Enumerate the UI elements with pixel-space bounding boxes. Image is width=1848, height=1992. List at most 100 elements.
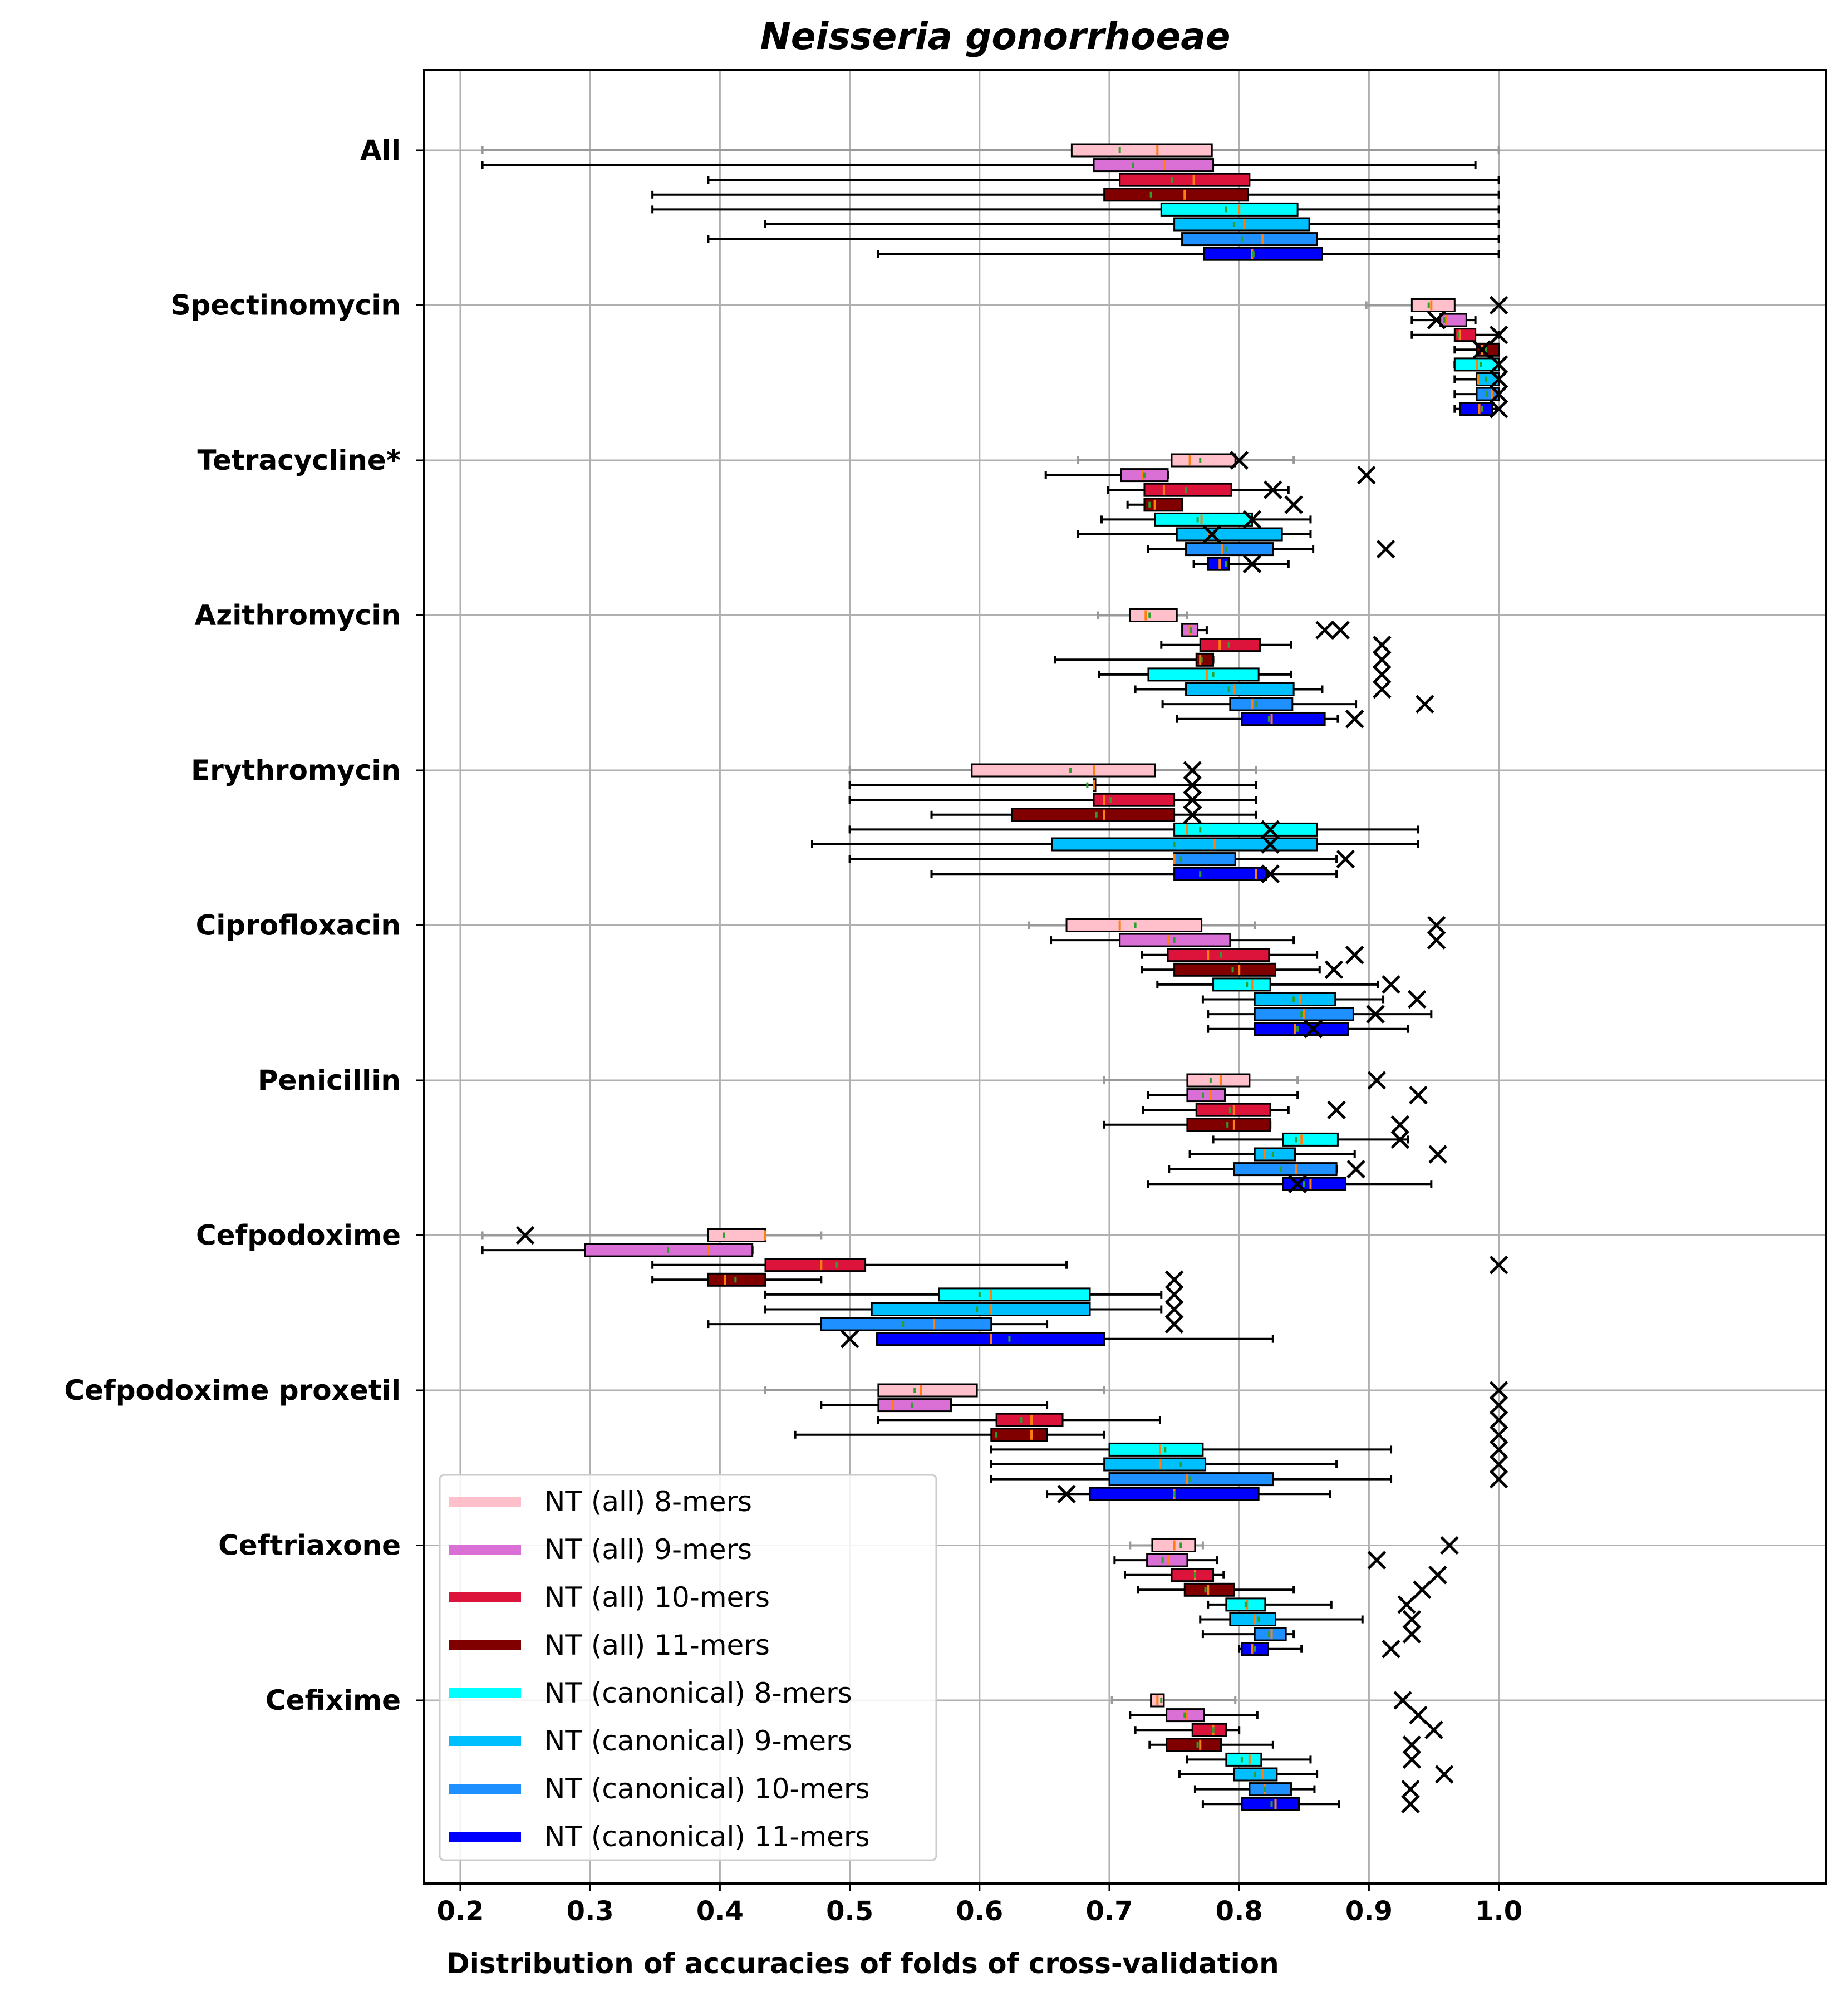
outlier-marker <box>1489 355 1508 374</box>
outlier-marker <box>1382 1639 1400 1659</box>
outlier-stroke <box>1402 1610 1422 1629</box>
box-1 <box>1103 1071 1387 1090</box>
outlier-stroke <box>1489 355 1508 374</box>
iqr-box <box>1171 1568 1215 1582</box>
outlier-stroke <box>1372 650 1392 670</box>
outlier-marker <box>1489 1255 1508 1275</box>
box-2 <box>820 1395 1508 1415</box>
iqr-box <box>1186 1118 1271 1132</box>
outlier-stroke <box>1489 1469 1508 1489</box>
outlier-stroke <box>515 1226 535 1245</box>
outlier-stroke <box>1164 1270 1184 1290</box>
outlier-marker <box>1366 1005 1385 1024</box>
box-2 <box>1050 931 1446 950</box>
iqr-box <box>1249 1782 1292 1797</box>
iqr-box <box>1173 962 1276 977</box>
outlier-stroke <box>1489 325 1508 345</box>
box-6 <box>764 1300 1184 1319</box>
legend-label: NT (all) 8-mers <box>544 1486 752 1518</box>
iqr-box <box>1254 1022 1349 1036</box>
iqr-box <box>1129 608 1178 622</box>
outlier-stroke <box>1401 1794 1420 1813</box>
outlier-stroke <box>840 1329 859 1349</box>
outlier-marker <box>1183 761 1202 780</box>
box-3 <box>1107 480 1290 499</box>
box-1 <box>481 143 1500 158</box>
box-3 <box>1141 945 1364 965</box>
iqr-box <box>1195 652 1215 667</box>
outlier-stroke <box>1428 1565 1447 1585</box>
box-4 <box>1453 340 1500 360</box>
iqr-box <box>1225 1752 1262 1767</box>
x-tick-label: 0.6 <box>956 1896 1003 1927</box>
outlier-stroke <box>1315 621 1334 640</box>
outlier-stroke <box>1402 1735 1422 1754</box>
box-1 <box>1097 608 1188 622</box>
outlier-stroke <box>1242 554 1262 573</box>
outlier-marker <box>1427 931 1446 950</box>
outlier-stroke <box>1183 761 1202 780</box>
outlier-stroke <box>1393 1691 1412 1710</box>
iqr-box <box>1254 1627 1287 1641</box>
outlier-stroke <box>1489 385 1508 404</box>
outlier-marker <box>1367 1551 1387 1570</box>
box-4 <box>651 188 1500 202</box>
outlier-marker <box>1489 1381 1508 1400</box>
outlier-marker <box>1409 1705 1428 1725</box>
box-3 <box>707 173 1500 187</box>
outlier-stroke <box>1401 1779 1420 1799</box>
legend-item: NT (canonical) 11-mers <box>449 1821 870 1853</box>
outlier-stroke <box>1261 864 1280 883</box>
outlier-marker <box>1164 1270 1184 1290</box>
y-tick-label: Azithromycin <box>194 599 401 632</box>
outlier-marker <box>1183 775 1202 795</box>
outlier-marker <box>1489 385 1508 404</box>
outlier-marker <box>1372 680 1392 699</box>
box-7 <box>1201 1625 1422 1644</box>
outlier-stroke <box>1164 1285 1184 1304</box>
box-5 <box>1098 665 1392 684</box>
outlier-marker <box>1242 510 1262 529</box>
outlier-stroke <box>1367 1071 1387 1090</box>
outlier-marker <box>1304 1019 1323 1039</box>
box-1 <box>1365 296 1508 315</box>
iqr-box <box>1191 1723 1227 1737</box>
box-3 <box>1134 1720 1443 1739</box>
box-2 <box>1181 621 1350 640</box>
outlier-marker <box>1164 1285 1184 1304</box>
outlier-stroke <box>1489 296 1508 315</box>
legend-label: NT (canonical) 9-mers <box>544 1725 852 1757</box>
box-6 <box>1178 1765 1454 1784</box>
iqr-box <box>1254 992 1336 1006</box>
outlier-marker <box>1183 790 1202 809</box>
outlier-stroke <box>1489 1425 1508 1444</box>
iqr-box <box>1282 1132 1339 1147</box>
outlier-marker <box>1183 805 1202 824</box>
box-1 <box>1028 916 1446 935</box>
outlier-stroke <box>1202 525 1221 544</box>
box-5 <box>1212 1130 1410 1149</box>
iqr-box <box>1229 1612 1276 1626</box>
outlier-marker <box>1264 480 1282 499</box>
outlier-stroke <box>1415 695 1434 714</box>
outlier-stroke <box>1183 805 1202 824</box>
outlier-stroke <box>1402 1625 1422 1644</box>
iqr-box <box>1233 1162 1338 1177</box>
iqr-box <box>1119 173 1251 187</box>
box-2 <box>1044 465 1376 485</box>
box-4 <box>930 805 1257 824</box>
legend-label: NT (all) 10-mers <box>544 1581 770 1614</box>
outlier-marker <box>1434 1765 1454 1784</box>
outlier-stroke <box>1331 621 1350 640</box>
box-1 <box>1077 451 1295 470</box>
outlier-marker <box>1284 495 1303 514</box>
boxes-layer <box>481 143 1508 1813</box>
box-2 <box>481 158 1477 173</box>
outlier-marker <box>1376 539 1395 559</box>
outlier-marker <box>1489 325 1508 345</box>
outlier-marker <box>1489 370 1508 389</box>
outlier-stroke <box>1409 1705 1428 1725</box>
outlier-marker <box>1315 621 1334 640</box>
x-tick-label: 0.9 <box>1345 1896 1393 1927</box>
outlier-stroke <box>1382 1639 1400 1659</box>
